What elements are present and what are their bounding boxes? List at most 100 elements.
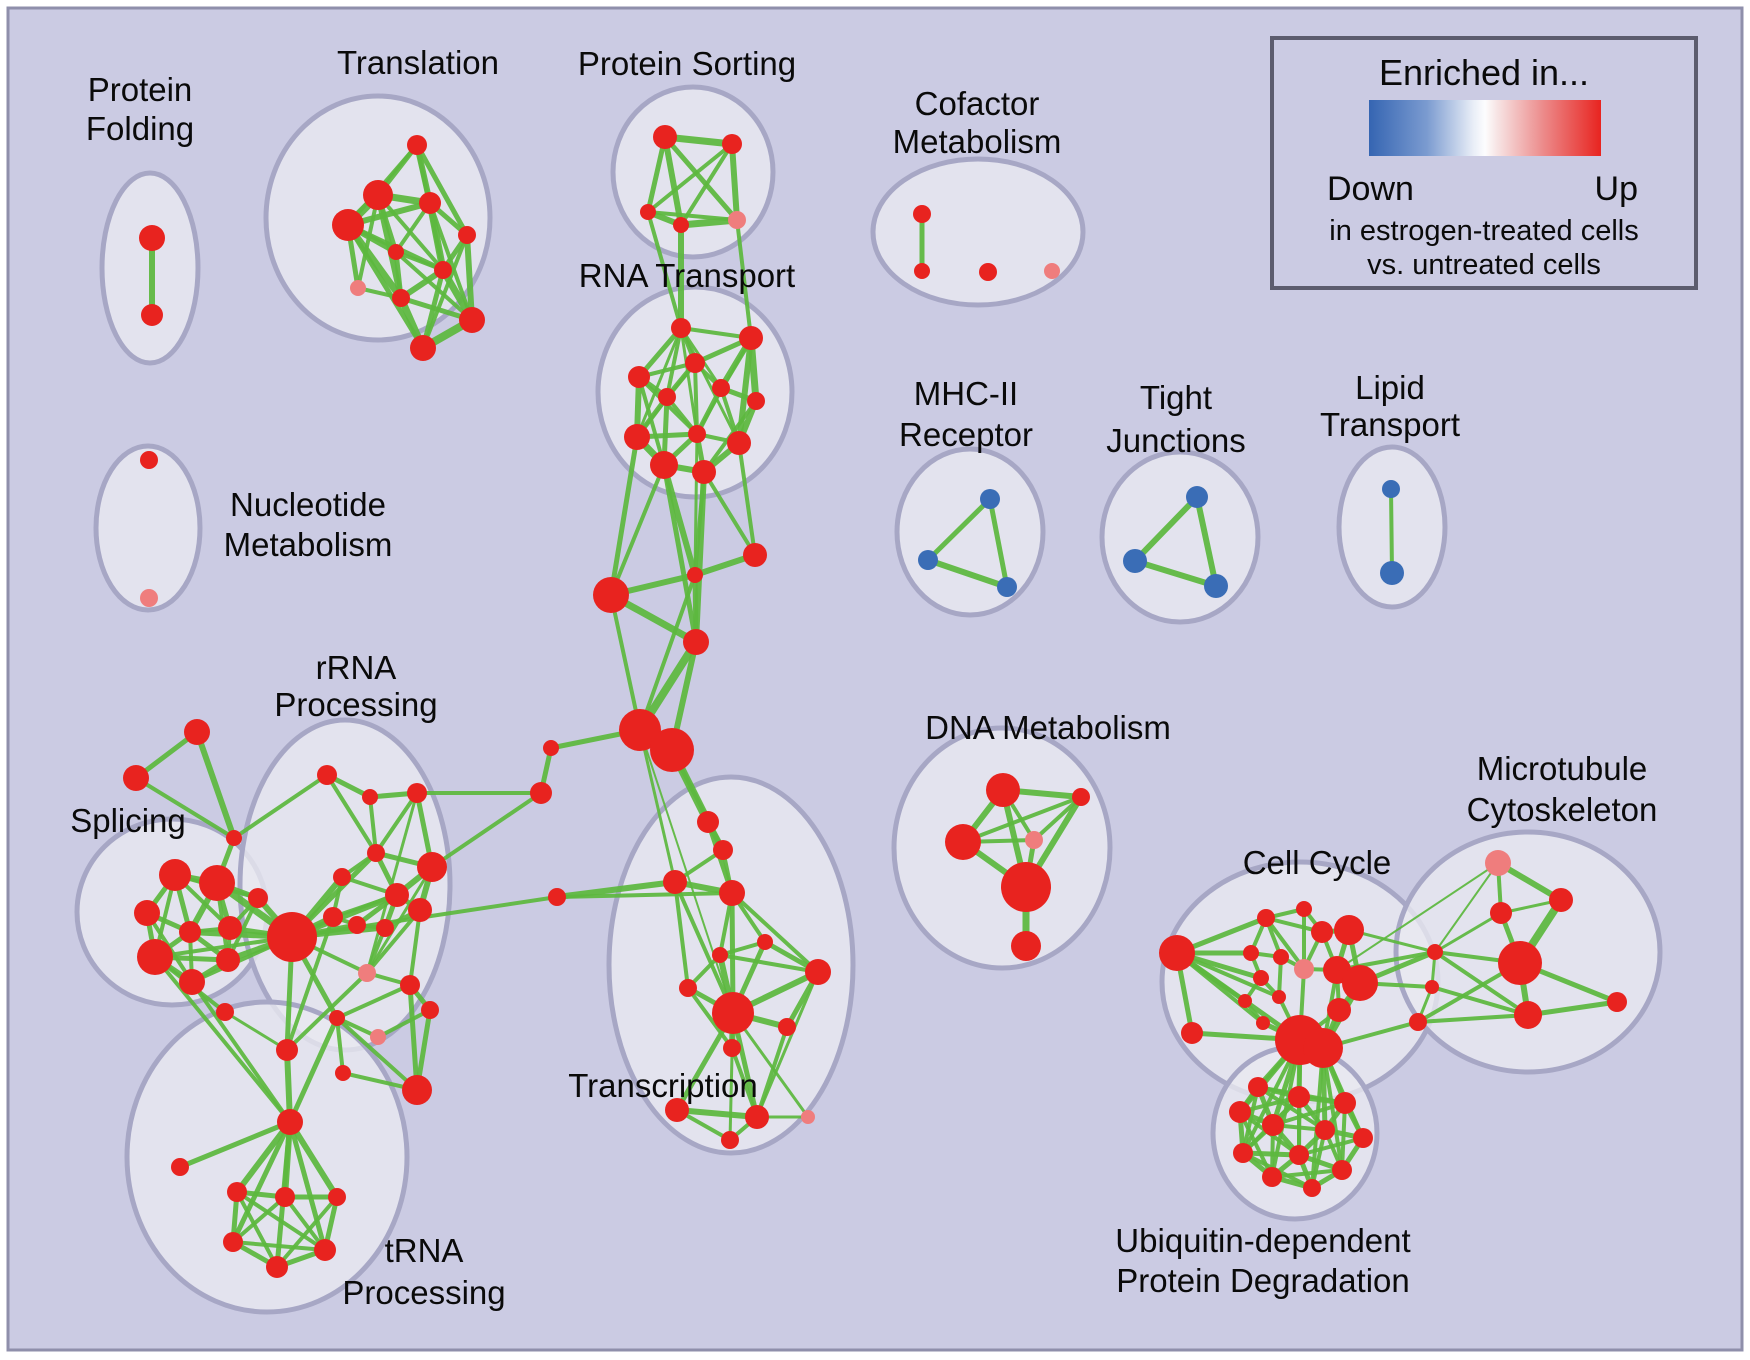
enrichment-edge	[153, 955, 292, 1124]
gene-set-node	[722, 134, 742, 154]
enrichment-edge	[194, 729, 237, 841]
enrichment-edge	[1525, 999, 1620, 1018]
enrichment-edge	[234, 1119, 293, 1195]
gene-set-node	[134, 900, 160, 926]
cluster-label-protein_folding: Protein	[88, 71, 193, 108]
legend-caption-line1: in estrogen-treated cells	[1329, 215, 1639, 247]
legend: Enriched in... Down Up in estrogen-treat…	[1270, 36, 1698, 290]
enrichment-edge	[1175, 951, 1281, 999]
gene-set-node	[1425, 980, 1439, 994]
cluster-label-trna: Processing	[342, 1274, 505, 1311]
enrichment-edge	[1270, 1168, 1344, 1179]
nodes-layer	[123, 125, 1627, 1278]
enrichment-edge	[693, 432, 699, 577]
gene-set-node	[743, 543, 767, 567]
gene-set-node	[137, 939, 173, 975]
gene-set-node	[459, 307, 485, 333]
legend-up-label: Up	[1595, 170, 1638, 208]
gene-set-node	[747, 392, 765, 410]
enrichment-edge	[1430, 985, 1530, 1017]
gene-set-node	[980, 489, 1000, 509]
gene-set-node	[712, 947, 728, 963]
gene-set-node	[323, 907, 343, 927]
gene-set-node	[1025, 831, 1043, 849]
enrichment-edge	[1433, 911, 1503, 954]
enrichment-edge	[235, 1190, 279, 1269]
gene-set-node	[712, 992, 754, 1034]
enrichment-edge	[1321, 1046, 1344, 1172]
gene-set-node	[276, 1039, 298, 1061]
cluster-label-tight_junctions: Junctions	[1106, 422, 1245, 459]
legend-down-label: Down	[1327, 170, 1414, 208]
enrichment-edge	[325, 773, 378, 855]
enrichment-edge	[731, 1011, 810, 1119]
cluster-label-nucleotide: Nucleotide	[230, 486, 386, 523]
gene-set-node	[408, 898, 432, 922]
gene-set-node	[1607, 992, 1627, 1012]
gene-set-node	[335, 1065, 351, 1081]
enrichment-edge	[235, 1190, 327, 1252]
enrichment-edge	[134, 776, 236, 840]
gene-set-node	[1334, 1092, 1356, 1114]
gene-set-node	[1485, 850, 1511, 876]
gene-set-node	[1514, 1001, 1542, 1029]
gene-set-node	[650, 451, 678, 479]
enrichment-edge	[335, 983, 412, 1020]
gene-set-node	[385, 883, 409, 907]
enrichment-edge	[645, 134, 668, 215]
gene-set-node	[1490, 902, 1512, 924]
gene-set-node	[227, 1182, 247, 1202]
gene-set-node	[1238, 994, 1252, 1008]
gene-set-node	[223, 1232, 243, 1252]
gene-set-node	[362, 789, 378, 805]
cluster-label-splicing: Splicing	[70, 802, 186, 839]
gene-set-node	[1257, 909, 1275, 927]
cluster-label-mhc: MHC-II	[914, 375, 1018, 412]
gene-set-node	[1072, 788, 1090, 806]
gene-set-node	[619, 709, 661, 751]
gene-set-node	[275, 1187, 295, 1207]
gene-set-node	[348, 916, 366, 934]
gene-set-node	[402, 1075, 432, 1105]
gene-set-node	[778, 1018, 796, 1036]
gene-set-node	[179, 921, 201, 943]
enrichment-edge	[231, 1195, 287, 1244]
gene-set-node	[697, 811, 719, 833]
cluster-label-tight_junctions: Tight	[1140, 379, 1212, 416]
enrichment-edge	[737, 441, 757, 557]
gene-set-node	[140, 451, 158, 469]
gene-set-node	[679, 979, 697, 997]
gene-set-node	[1296, 901, 1312, 917]
gene-set-node	[685, 353, 705, 373]
gene-set-node	[248, 888, 268, 908]
gene-set-node	[267, 912, 317, 962]
gene-set-node	[1229, 1101, 1251, 1123]
enrichment-edge	[639, 729, 734, 1014]
gene-set-node	[218, 916, 242, 940]
gene-set-node	[687, 567, 703, 583]
gene-set-node	[723, 1039, 741, 1057]
enrichment-edge	[961, 795, 1083, 844]
enrichment-edge	[729, 141, 740, 223]
gene-set-node	[913, 205, 931, 223]
gene-set-node	[367, 844, 385, 862]
gene-set-node	[370, 1029, 386, 1045]
gene-set-node	[417, 852, 447, 882]
gene-set-node	[1498, 941, 1542, 985]
enrichment-edge	[376, 1008, 432, 1039]
gene-set-node	[663, 870, 687, 894]
gene-set-node	[914, 263, 930, 279]
enrichment-edge	[275, 1195, 339, 1269]
enrichment-edge	[702, 470, 757, 557]
cluster-label-trna: tRNA	[385, 1232, 464, 1269]
enrichment-edge	[665, 326, 683, 399]
gene-set-node	[363, 180, 393, 210]
gene-set-node	[216, 948, 240, 972]
gene-set-node	[266, 1256, 288, 1278]
enrichment-edge	[673, 880, 690, 990]
gene-set-node	[184, 719, 210, 745]
enrichment-edge	[1416, 1013, 1530, 1024]
enrichment-edge	[730, 1046, 759, 1119]
enrichment-edge	[736, 335, 754, 446]
